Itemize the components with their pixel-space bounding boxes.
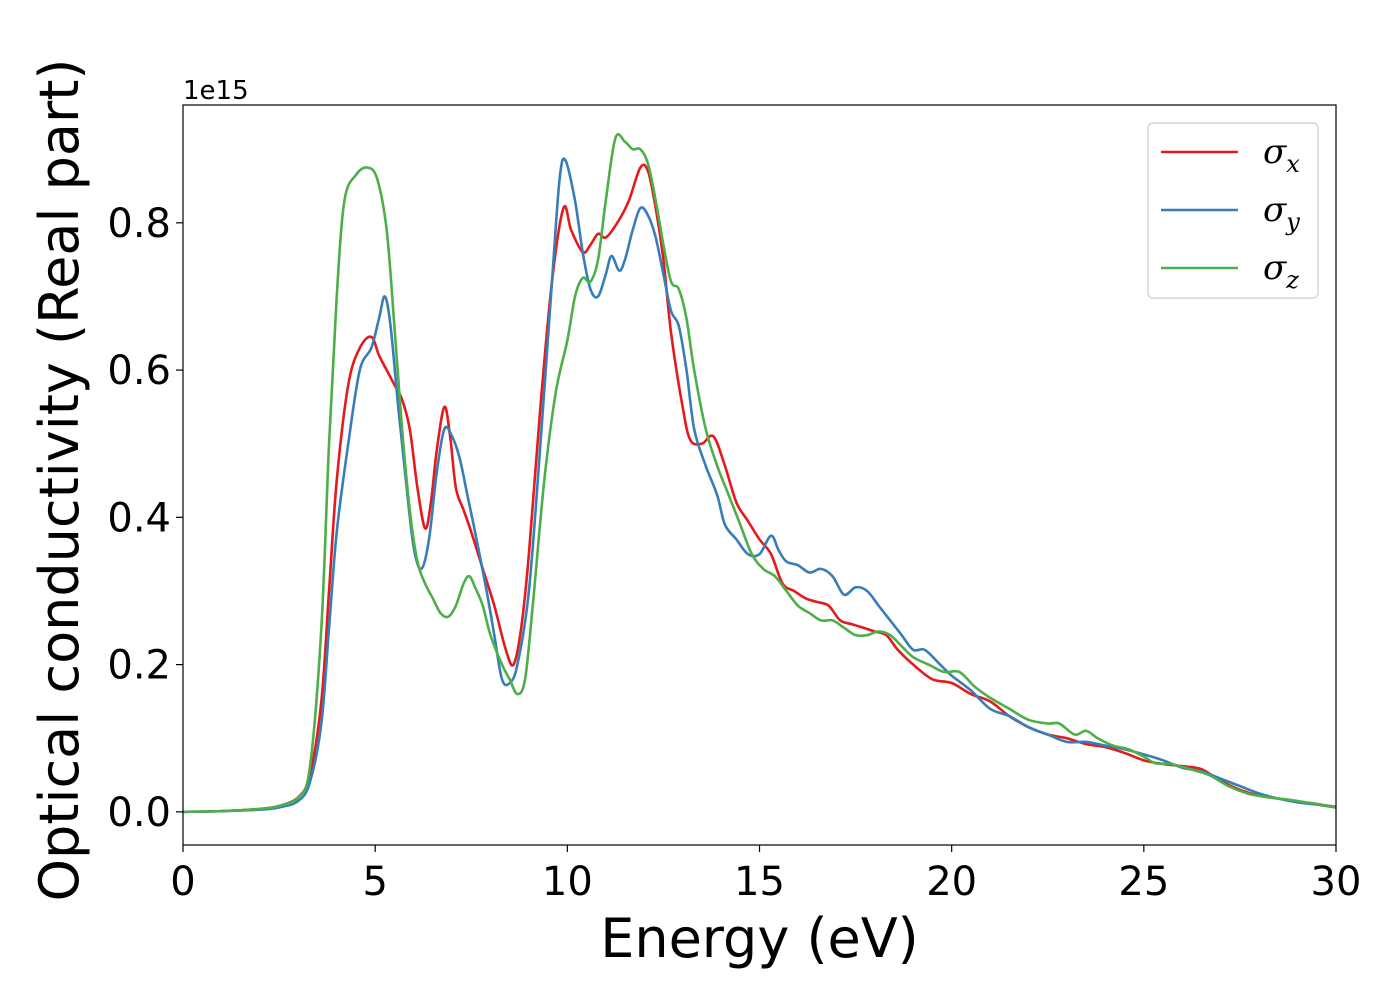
x-tick-label: 30 [1311,859,1362,905]
legend: σx σy σz [1147,122,1319,299]
y-tick-label: 0.2 [107,643,171,689]
y-tick-label: 0.4 [107,495,171,541]
x-tick-label: 10 [542,859,593,905]
series-line-z [183,133,1336,814]
y-axis-title: Optical conductivity (Real part) [28,59,91,902]
x-tick-label: 15 [734,859,785,905]
y-tick-label: 0.8 [107,201,171,247]
legend-label-x: σx [1263,132,1300,178]
y-axis: 0.0 0.2 0.4 0.6 0.8 [107,201,183,836]
x-tick-label: 20 [926,859,977,905]
y-offset-label: 1e15 [183,76,249,106]
x-tick-label: 25 [1118,859,1169,905]
y-tick-label: 0.0 [107,790,171,836]
series-line-y [183,157,1336,814]
legend-label-z: σz [1263,248,1299,294]
x-axis-title: Energy (eV) [600,907,919,970]
x-axis: 0 5 10 15 20 25 30 [170,845,1361,905]
y-tick-label: 0.6 [107,348,171,394]
series-layer [183,133,1336,814]
legend-label-y: σy [1263,190,1300,236]
x-tick-label: 5 [362,859,387,905]
x-tick-label: 0 [170,859,195,905]
